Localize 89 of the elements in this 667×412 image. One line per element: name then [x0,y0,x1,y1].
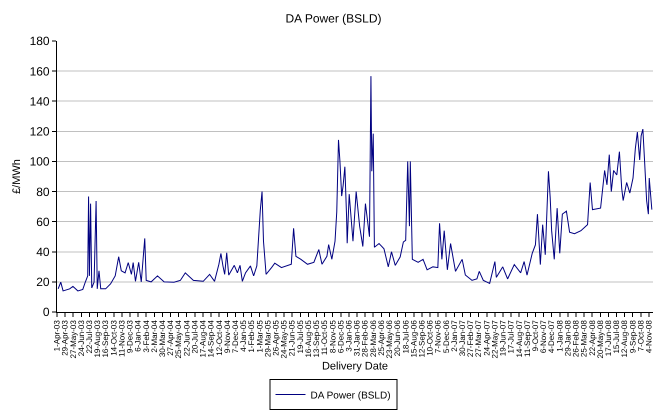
x-tick-label: 22-Apr-08 [588,320,597,356]
y-tick-label: 140 [30,94,50,108]
y-tick-label: 160 [30,64,50,78]
x-tick-label: 12-Sep-06 [418,320,426,358]
x-tick-label: 26-Feb-08 [572,320,581,358]
x-tick-label: 9-Dec-03 [126,320,135,354]
x-tick-label: 16-Aug-05 [304,320,313,358]
y-tick-label: 120 [30,124,50,139]
y-tick-label: 100 [30,154,50,169]
x-tick-label: 4-Dec-07 [547,320,556,354]
x-tick-label: 21-Jun-05 [288,320,297,356]
y-tick-label: 40 [36,244,50,259]
x-tick-label: 27-Mar-07 [474,320,484,358]
x-tick-label: 30-Jan-07 [458,320,468,356]
x-tick-label: 18-Jul-06 [401,320,410,354]
x-tick-label: 11-Nov-03 [117,320,126,357]
x-tick-label: 27-May-03 [68,320,78,358]
x-tick-label: 14-Aug-07 [514,320,524,358]
x-tick-label: 1-Feb-05 [247,320,256,353]
x-tick-label: 20-May-08 [596,320,605,358]
x-tick-label: 11-Sep-07 [522,320,532,357]
x-tick-label: 30-Mar-04 [158,320,168,358]
x-tick-label: 11-Oct-05 [320,320,330,356]
x-tick-label: 7-Dec-04 [230,320,240,354]
x-tick-label: 5-Dec-06 [442,320,451,354]
y-tick-label: 20 [36,275,50,290]
x-tick-label: 20-Jul-04 [190,320,200,354]
x-tick-label: 19-Jul-05 [296,320,305,354]
x-tick-label: 9-Oct-07 [531,320,540,352]
x-tick-label: 29-Apr-03 [60,320,70,356]
y-tick-label: 60 [36,214,50,229]
x-tick-label: 17-Jun-08 [604,320,613,356]
x-tick-label: 24-May-05 [280,320,289,358]
y-tick-label: 180 [30,34,50,48]
x-tick-label: 9-Sep-08 [628,320,638,354]
x-tick-label: 24-Apr-07 [482,320,492,356]
x-tick-label: 15-Jul-08 [612,320,622,354]
x-tick-label: 4-Jan-05 [239,320,248,352]
x-tick-label: 6-Dec-05 [336,320,346,354]
x-tick-label: 15-Aug-06 [409,320,418,358]
x-tick-label: 25-Apr-06 [376,320,386,356]
x-tick-label: 28-Feb-06 [360,320,370,358]
chart-title: DA Power (BSLD) [285,12,382,26]
y-tick-label: 80 [36,184,50,199]
x-tick-label: 3-Feb-04 [142,320,151,353]
x-tick-label: 14-Oct-03 [109,320,118,356]
y-tick-label: 0 [42,305,50,320]
x-tick-label: 2-Mar-04 [150,320,159,353]
line-series [58,76,652,292]
x-tick-label: 31-Jan-06 [352,320,362,356]
x-axis-title: Delivery Date [322,360,388,373]
x-tick-label: 6-Nov-07 [539,320,548,354]
x-tick-label: 19-Jun-07 [498,320,508,356]
x-tick-label: 8-Nov-05 [328,320,338,354]
x-tick-label: 3-Jan-06 [344,320,354,352]
x-tick-label: 9-Nov-04 [222,320,232,354]
x-tick-label: 7-Nov-06 [434,320,443,354]
x-tick-label: 12-Aug-08 [620,320,630,358]
x-tick-label: 25-May-04 [174,320,184,358]
x-tick-label: 4-Nov-08 [644,320,654,354]
x-tick-label: 1-Apr-03 [52,320,62,352]
x-tick-label: 26-Apr-05 [272,320,281,356]
x-tick-label: 13-Sep-05 [312,320,322,358]
x-tick-label: 6-Jan-04 [134,320,143,352]
x-tick-label: 27-Apr-04 [166,320,176,356]
x-tick-label: 27-Feb-07 [466,320,476,358]
x-tick-label: 22-May-07 [490,320,500,358]
y-axis-title: £/MWh [11,159,24,194]
x-tick-label: 1-Mar-05 [255,320,264,353]
x-tick-label: 28-Mar-06 [368,320,378,358]
x-tick-label: 20-Jun-06 [393,320,402,356]
legend-label: DA Power (BSLD) [310,390,391,402]
x-tick-label: 7-Oct-08 [636,320,646,352]
x-tick-label: 25-Mar-08 [580,320,589,358]
x-tick-label: 17-Aug-04 [198,320,208,358]
x-tick-label: 14-Sep-04 [206,320,216,358]
x-tick-label: 19-Aug-03 [93,320,102,358]
x-tick-label: 10-Oct-06 [426,320,435,356]
x-tick-label: 29-Jan-08 [563,320,572,356]
x-tick-label: 16-Sep-03 [101,320,110,358]
x-tick-label: 12-Oct-04 [214,320,224,356]
x-tick-label: 1-Jan-08 [555,320,564,352]
x-tick-label: 22-Jun-04 [182,320,192,356]
x-tick-label: 22-Jul-03 [85,320,94,354]
x-tick-label: 17-Jul-07 [506,320,516,354]
x-tick-label: 29-Mar-05 [263,320,272,358]
x-tick-label: 23-May-06 [385,320,394,358]
x-tick-label: 2-Jan-07 [450,320,459,352]
x-tick-label: 24-Jun-03 [76,320,86,356]
